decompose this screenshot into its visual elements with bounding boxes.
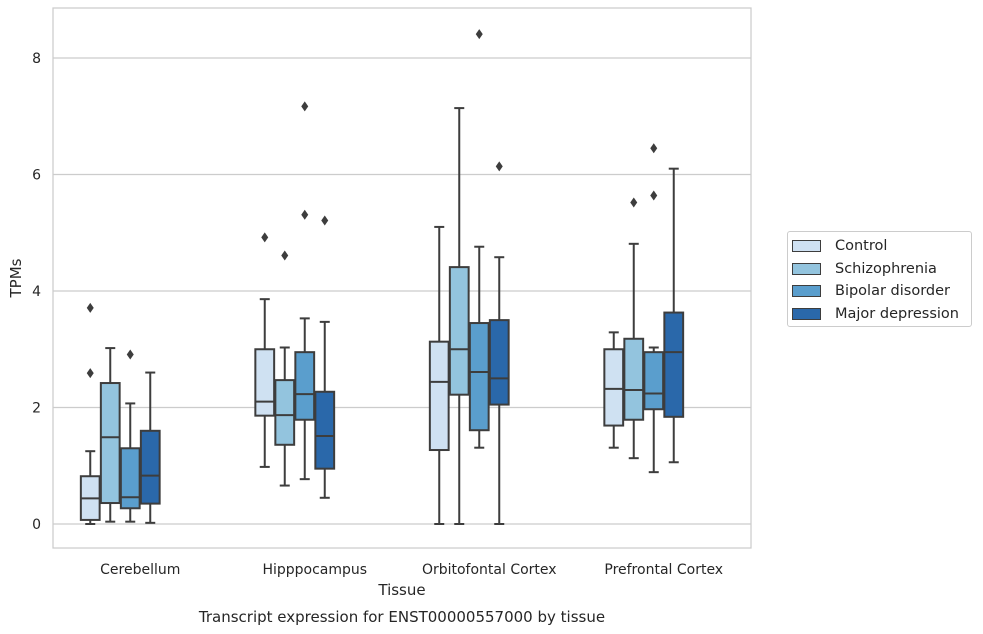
x-tick-label: Prefrontal Cortex	[604, 562, 723, 578]
box-body	[139, 429, 161, 505]
box	[428, 225, 450, 525]
box	[488, 161, 510, 525]
box	[663, 167, 685, 464]
legend-swatch	[792, 240, 821, 253]
legend-item: Control	[792, 235, 971, 258]
box-body	[254, 348, 276, 417]
box-body	[643, 351, 665, 411]
box-body	[623, 337, 645, 421]
box	[643, 143, 665, 474]
outlier-point	[281, 250, 289, 261]
chart-title: Transcript expression for ENST0000055700…	[198, 608, 605, 626]
series-group	[79, 225, 625, 525]
box	[79, 302, 101, 525]
plot-frame	[52, 7, 752, 549]
outlier-point	[301, 101, 309, 112]
legend: Control Schizophrenia Bipolar disorder Majo…	[787, 231, 972, 327]
box	[274, 250, 296, 487]
box-body	[314, 390, 336, 470]
outlier-point	[301, 209, 309, 220]
series-group	[139, 161, 685, 525]
box-body	[294, 351, 316, 421]
series-group	[119, 29, 665, 523]
box-body	[663, 311, 685, 418]
legend-item: Bipolar disorder	[792, 280, 971, 303]
box-body	[119, 447, 141, 510]
legend-item: Schizophrenia	[792, 258, 971, 281]
box	[468, 29, 490, 449]
box-body	[274, 379, 296, 446]
box-body	[488, 319, 510, 406]
y-tick-label: 4	[32, 284, 41, 300]
legend-label: Schizophrenia	[835, 260, 937, 277]
outlier-point	[321, 215, 329, 226]
box	[448, 107, 470, 525]
box	[99, 347, 121, 523]
outlier-point	[126, 349, 134, 360]
x-tick-label: Cerebellum	[100, 562, 180, 578]
box-body	[468, 322, 490, 432]
box-body	[603, 348, 625, 427]
legend-swatch	[792, 307, 821, 320]
x-tick-labels: Cerebellum Hipppocampus Orbitofontal Corte…	[100, 562, 723, 578]
y-tick-label: 0	[32, 517, 41, 533]
box	[119, 349, 141, 523]
box	[139, 371, 161, 524]
outlier-point	[630, 197, 638, 208]
outlier-point	[650, 190, 658, 201]
outlier-point	[261, 232, 269, 243]
outlier-point	[86, 368, 94, 379]
series-group	[99, 107, 645, 525]
legend-item: Major depression	[792, 303, 971, 326]
y-tick-label: 8	[32, 51, 41, 67]
box	[623, 197, 645, 460]
x-tick-label: Orbitofontal Cortex	[422, 562, 557, 578]
box	[254, 232, 276, 468]
box	[314, 215, 336, 499]
outlier-point	[495, 161, 503, 172]
x-tick-label: Hipppocampus	[262, 562, 367, 578]
box-body	[99, 382, 121, 505]
box	[603, 331, 625, 449]
box-groups	[79, 29, 685, 525]
y-tick-labels: 0 2 4 6 8	[32, 51, 41, 533]
y-tick-label: 6	[32, 168, 41, 184]
x-axis-label: Tissue	[377, 581, 425, 599]
outlier-point	[475, 29, 483, 40]
y-tick-label: 2	[32, 401, 41, 417]
outlier-point	[86, 302, 94, 313]
legend-label: Bipolar disorder	[835, 283, 950, 300]
outlier-point	[650, 143, 658, 154]
y-axis-label: TPMs	[7, 258, 25, 298]
legend-label: Major depression	[835, 305, 959, 322]
box-body	[428, 340, 450, 452]
box	[294, 101, 316, 481]
legend-swatch	[792, 285, 821, 298]
legend-swatch	[792, 262, 821, 275]
box-body	[448, 266, 470, 396]
legend-label: Control	[835, 238, 888, 255]
